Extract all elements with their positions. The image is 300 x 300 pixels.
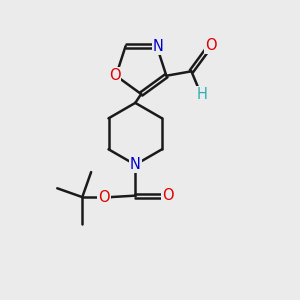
Text: H: H: [197, 87, 208, 102]
Text: N: N: [153, 39, 164, 54]
Text: N: N: [130, 157, 141, 172]
Text: O: O: [98, 190, 110, 205]
Text: O: O: [109, 68, 120, 83]
Text: O: O: [162, 188, 173, 203]
Text: O: O: [205, 38, 216, 53]
